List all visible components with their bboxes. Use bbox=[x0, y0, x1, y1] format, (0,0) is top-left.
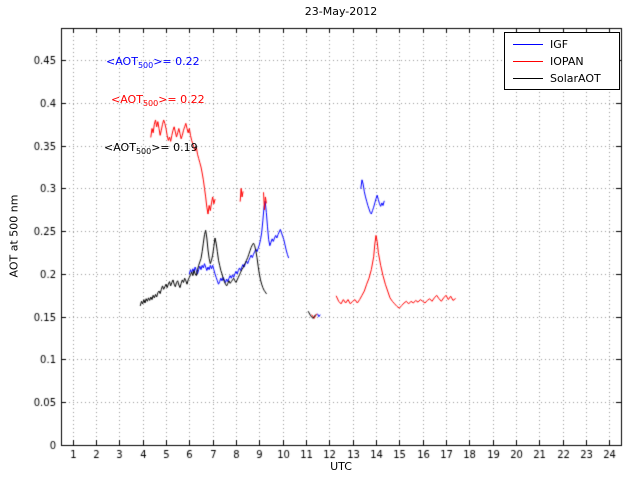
legend-line-solaraot bbox=[513, 78, 543, 79]
legend-item-solaraot: SolarAOT bbox=[505, 70, 619, 87]
annotation-text: >= 0.19 bbox=[151, 141, 198, 154]
legend-label-iopan: IOPAN bbox=[550, 55, 584, 68]
annotation-text: <AOT bbox=[106, 55, 138, 68]
legend-line-igf bbox=[513, 44, 543, 45]
mean-aot-annotation-solaraot: <AOT500>= 0.19 bbox=[104, 141, 198, 156]
chart-title: 23-May-2012 bbox=[304, 5, 378, 18]
legend-item-iopan: IOPAN bbox=[505, 53, 619, 70]
x-axis-label: UTC bbox=[330, 460, 352, 473]
legend-line-iopan bbox=[513, 61, 543, 62]
annotation-text: >= 0.22 bbox=[153, 55, 200, 68]
y-axis-label: AOT at 500 nm bbox=[7, 194, 21, 278]
annotation-text: <AOT bbox=[104, 141, 136, 154]
legend-label-solaraot: SolarAOT bbox=[550, 72, 601, 85]
annotation-subscript: 500 bbox=[137, 61, 154, 70]
annotation-subscript: 500 bbox=[142, 99, 159, 108]
annotation-subscript: 500 bbox=[135, 147, 152, 156]
annotation-text: >= 0.22 bbox=[158, 93, 205, 106]
legend-label-igf: IGF bbox=[550, 38, 569, 51]
legend: IGF IOPAN SolarAOT bbox=[504, 32, 620, 90]
mean-aot-annotation-iopan: <AOT500>= 0.22 bbox=[111, 93, 205, 108]
legend-item-igf: IGF bbox=[505, 36, 619, 53]
annotation-text: <AOT bbox=[111, 93, 143, 106]
mean-aot-annotation-igf: <AOT500>= 0.22 bbox=[106, 55, 200, 70]
